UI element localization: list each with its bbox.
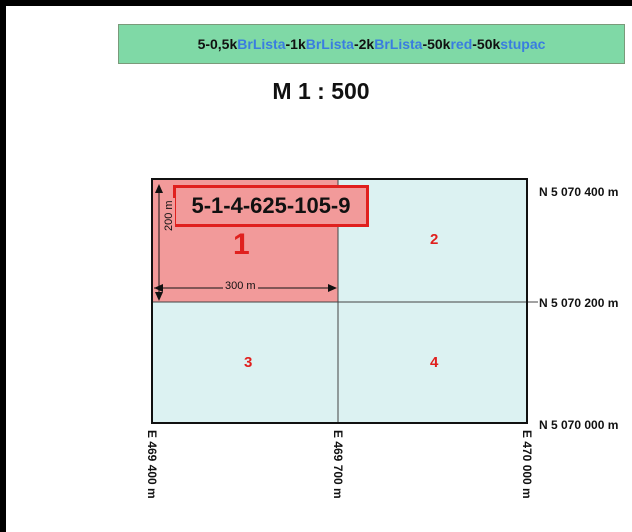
banner-part: stupac xyxy=(500,36,546,52)
northing-label: N 5 070 000 m xyxy=(539,418,619,432)
banner-part: -50k xyxy=(472,36,501,52)
width-dimension-label: 300 m xyxy=(223,280,258,292)
height-dimension-label: 200 m xyxy=(163,198,175,233)
easting-label: E 469 400 m xyxy=(145,430,159,499)
banner-part: BrLista xyxy=(237,36,286,52)
easting-label: E 469 700 m xyxy=(331,430,345,499)
arrowhead xyxy=(154,284,163,292)
northing-label: N 5 070 400 m xyxy=(539,185,619,199)
banner-part: BrLista xyxy=(305,36,354,52)
scale-title: M 1 : 500 xyxy=(272,78,370,104)
quadrant-label-3: 3 xyxy=(244,354,253,371)
banner-part: BrLista xyxy=(374,36,423,52)
sheet-outline xyxy=(151,178,528,424)
sheet-naming-banner: 5-0,5k BrLista -1k BrLista -2k BrLista -50k red… xyxy=(118,24,625,64)
banner-part: -50k xyxy=(422,36,451,52)
banner-part: red xyxy=(450,36,473,52)
banner-part: -2k xyxy=(353,36,375,52)
arrowhead xyxy=(328,284,337,292)
quadrant-3 xyxy=(152,302,338,423)
quadrant-label-2: 2 xyxy=(430,231,439,248)
banner-part: -1k xyxy=(285,36,306,52)
arrowhead xyxy=(155,184,163,193)
easting-label: E 470 000 m xyxy=(520,430,534,499)
quadrant-label-4: 4 xyxy=(430,354,439,371)
quadrant-2 xyxy=(338,179,527,302)
sheet-code-box: 5-1-4-625-105-9 xyxy=(173,185,369,227)
northing-label: N 5 070 200 m xyxy=(539,296,619,310)
banner-part: 5-0,5k xyxy=(197,36,238,52)
quadrant-4 xyxy=(338,302,527,423)
quadrant-label-1: 1 xyxy=(233,228,250,261)
arrowhead xyxy=(155,292,163,301)
